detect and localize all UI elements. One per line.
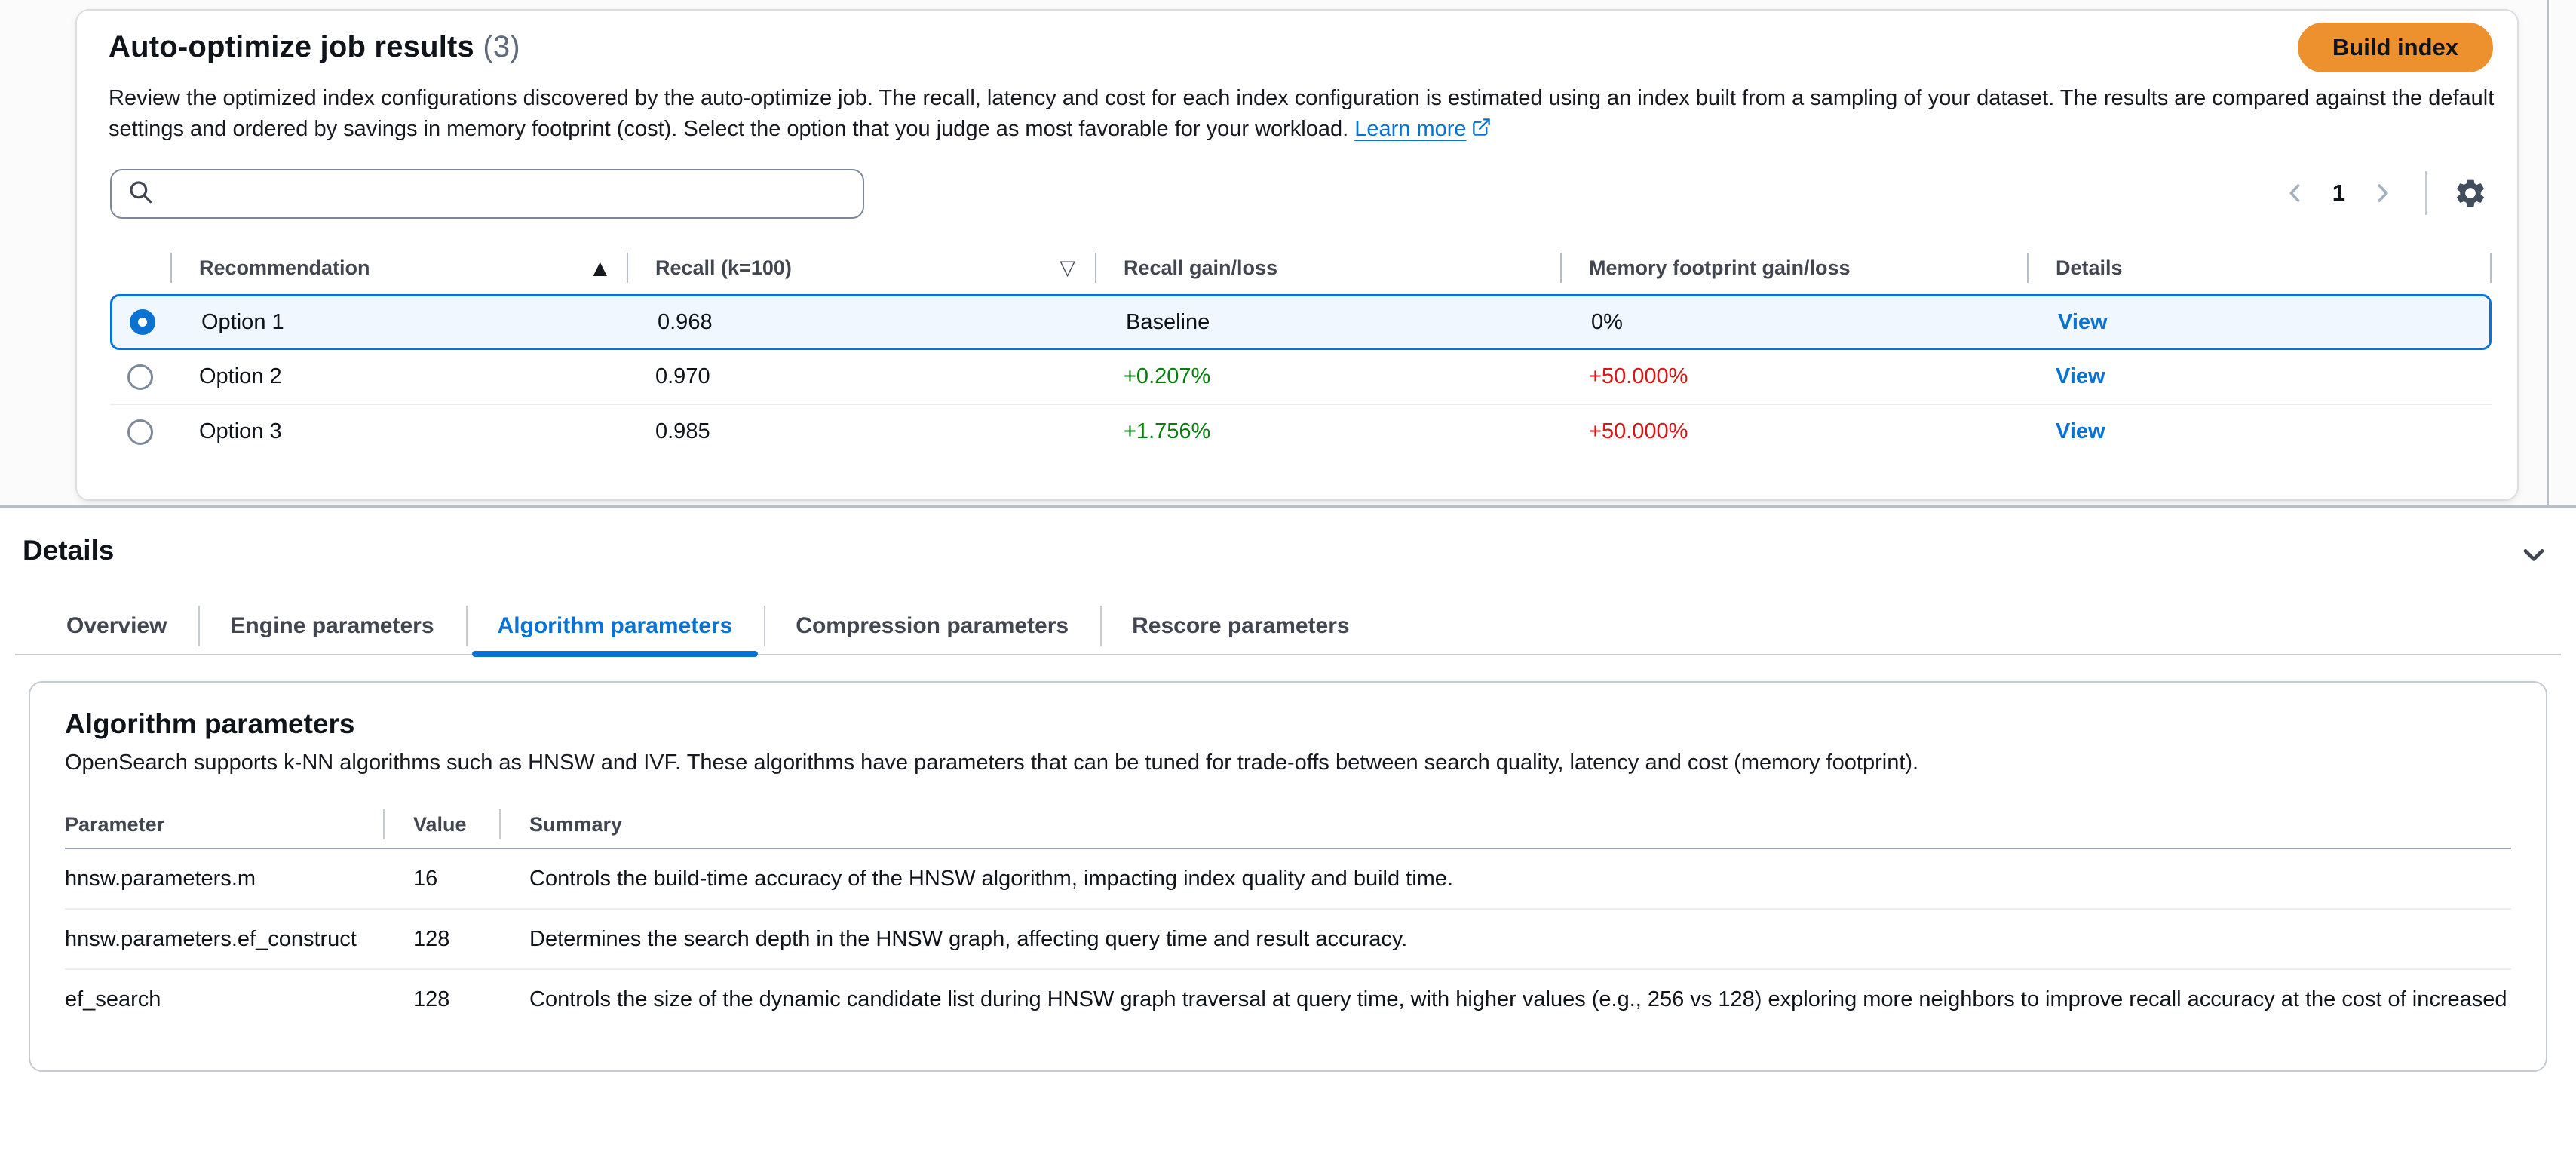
table-row-option-2[interactable]: Option 2 0.970 +0.207% +50.000% View (110, 350, 2492, 404)
view-details-link[interactable]: View (2056, 419, 2105, 443)
details-panel: Details Overview Engine parameters Algor… (0, 508, 2576, 1154)
card-header: Auto-optimize job results (3) (109, 30, 2246, 64)
recall-value: 0.970 (655, 364, 710, 388)
results-card: Auto-optimize job results (3) Build inde… (75, 9, 2519, 501)
tab-overview[interactable]: Overview (35, 597, 198, 655)
memory-gain-value: +50.000% (1589, 419, 1688, 443)
column-header-value: Value (383, 808, 499, 841)
tabs-baseline (15, 654, 2561, 655)
radio-selected[interactable] (130, 309, 155, 335)
recommendation-value: Option 2 (199, 364, 282, 388)
recall-gain-value: +0.207% (1124, 364, 1211, 388)
chevron-left-icon[interactable] (2269, 167, 2322, 219)
column-header-memory-gain[interactable]: Memory footprint gain/loss (1560, 251, 2027, 284)
learn-more-link[interactable]: Learn more (1354, 117, 1491, 141)
page-title: Auto-optimize job results (109, 30, 474, 63)
recall-value: 0.968 (658, 309, 713, 334)
memory-gain-value: 0% (1591, 309, 1623, 334)
results-table-header: Recommendation ▲ Recall (k=100) ▽ Recall… (110, 241, 2492, 294)
results-table: Recommendation ▲ Recall (k=100) ▽ Recall… (110, 241, 2492, 459)
search-box[interactable] (110, 169, 864, 219)
search-icon (127, 178, 155, 210)
results-count: (3) (483, 30, 520, 63)
parameter-summary: Determines the search depth in the HNSW … (529, 926, 1408, 951)
parameter-summary: Controls the size of the dynamic candida… (529, 987, 2511, 1011)
column-header-recall-gain[interactable]: Recall gain/loss (1095, 251, 1560, 284)
table-row-hnsw-ef-construct: hnsw.parameters.ef_construct 128 Determi… (65, 910, 2511, 970)
tab-engine-parameters[interactable]: Engine parameters (198, 597, 465, 655)
external-link-icon (1471, 115, 1492, 146)
radio-unselected[interactable] (127, 419, 153, 445)
results-section: Auto-optimize job results (3) Build inde… (0, 0, 2576, 507)
table-row-option-1[interactable]: Option 1 0.968 Baseline 0% View (110, 294, 2492, 350)
details-tabs: Overview Engine parameters Algorithm par… (35, 597, 1382, 657)
results-description: Review the optimized index configuration… (109, 83, 2495, 146)
parameter-value: 128 (413, 926, 450, 951)
column-header-recommendation[interactable]: Recommendation ▲ (170, 251, 627, 284)
column-header-recall[interactable]: Recall (k=100) ▽ (627, 251, 1095, 284)
chevron-right-icon[interactable] (2356, 167, 2409, 219)
table-row-option-3[interactable]: Option 3 0.985 +1.756% +50.000% View (110, 404, 2492, 459)
scrollbar-track[interactable] (2547, 0, 2549, 505)
recall-value: 0.985 (655, 419, 710, 443)
column-header-details[interactable]: Details (2027, 251, 2492, 284)
parameter-name: hnsw.parameters.ef_construct (65, 926, 357, 951)
tab-algorithm-parameters[interactable]: Algorithm parameters (465, 597, 765, 657)
split-panel-divider (0, 505, 2576, 508)
page-number: 1 (2332, 180, 2345, 206)
triangle-up-icon[interactable]: ▲ (593, 257, 607, 278)
section-title: Algorithm parameters (65, 708, 355, 739)
table-row-ef-search: ef_search 128 Controls the size of the d… (65, 970, 2511, 1029)
radio-unselected[interactable] (127, 364, 153, 390)
column-header-summary: Summary (499, 808, 2511, 841)
memory-gain-value: +50.000% (1589, 364, 1688, 388)
view-details-link[interactable]: View (2056, 364, 2105, 388)
recommendation-value: Option 3 (199, 419, 282, 443)
parameter-name: ef_search (65, 987, 161, 1011)
header-end-divider (2490, 253, 2492, 283)
toolbar-divider (2425, 171, 2427, 215)
triangle-down-outline-icon[interactable]: ▽ (1060, 256, 1075, 280)
section-description: OpenSearch supports k-NN algorithms such… (65, 750, 1919, 775)
table-toolbar: 1 (2269, 166, 2498, 220)
parameters-table-header: Parameter Value Summary (65, 801, 2511, 849)
parameter-value: 16 (413, 866, 438, 891)
view-details-link[interactable]: View (2058, 309, 2108, 334)
build-index-button[interactable]: Build index (2297, 23, 2493, 72)
algorithm-parameters-card: Algorithm parameters OpenSearch supports… (29, 681, 2547, 1072)
chevron-down-icon[interactable] (2513, 533, 2555, 575)
recall-gain-value: Baseline (1126, 309, 1210, 334)
tab-rescore-parameters[interactable]: Rescore parameters (1100, 597, 1382, 655)
parameter-value: 128 (413, 987, 450, 1011)
parameter-summary: Controls the build-time accuracy of the … (529, 866, 1453, 891)
column-header-parameter: Parameter (65, 812, 165, 836)
recommendation-value: Option 1 (201, 309, 284, 334)
parameter-name: hnsw.parameters.m (65, 866, 256, 891)
details-panel-title: Details (23, 535, 115, 566)
search-input[interactable] (166, 172, 863, 216)
tab-compression-parameters[interactable]: Compression parameters (764, 597, 1100, 655)
parameters-table: Parameter Value Summary hnsw.parameters.… (65, 801, 2511, 1029)
recall-gain-value: +1.756% (1124, 419, 1211, 443)
table-row-hnsw-m: hnsw.parameters.m 16 Controls the build-… (65, 849, 2511, 910)
gear-icon[interactable] (2443, 166, 2498, 220)
